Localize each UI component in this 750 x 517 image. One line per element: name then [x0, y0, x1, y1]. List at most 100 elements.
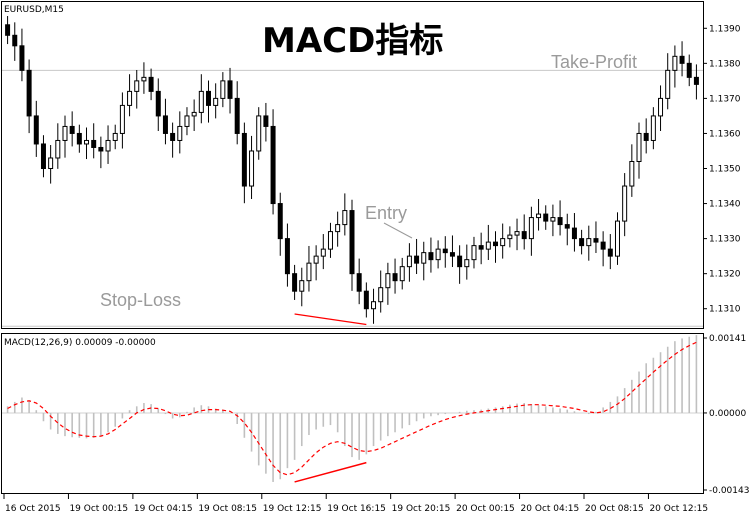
candle-body	[112, 132, 118, 141]
candle-body	[449, 252, 455, 257]
indicator-label: MACD(12,26,9) 0.00009 -0.00000	[4, 338, 156, 348]
time-tick-label: 19 Oct 00:15	[69, 504, 128, 514]
candle-body	[12, 34, 18, 47]
time-tick-label: 20 Oct 08:15	[585, 504, 644, 514]
candle-body	[40, 143, 46, 170]
price-panel-border	[1, 1, 704, 329]
candle-body	[543, 213, 549, 222]
candle-body	[571, 227, 577, 240]
candle-body	[91, 139, 97, 148]
macd-divergence-line	[294, 461, 367, 483]
candle-body	[213, 97, 219, 106]
candle-body	[471, 245, 477, 261]
candle-body	[607, 248, 613, 257]
price-tick-label: 1.1310	[709, 305, 741, 315]
candle-body	[26, 69, 32, 117]
candle-body	[119, 104, 125, 134]
candle-body	[622, 185, 628, 222]
macd-axis: 0.00141 0.00000 -0.00143	[703, 334, 749, 496]
time-tick-label: 16 Oct 2015	[5, 504, 61, 514]
candle-body	[356, 273, 362, 292]
candle-body	[378, 287, 384, 303]
candle-body	[148, 76, 154, 92]
candle-body	[421, 252, 427, 264]
candle-body	[33, 115, 39, 145]
candle-body	[299, 280, 305, 292]
time-tick-label: 20 Oct 12:15	[649, 504, 708, 514]
candle-body	[191, 111, 197, 117]
candle-body	[177, 125, 183, 141]
candle-body	[256, 115, 262, 152]
time-tick-label: 19 Oct 04:15	[134, 504, 193, 514]
candle-body	[84, 139, 90, 145]
candle-body	[19, 45, 25, 71]
price-tick-label: 1.1370	[709, 94, 741, 104]
candle-body	[349, 210, 355, 275]
candle-body	[170, 132, 176, 141]
candle-body	[62, 125, 68, 141]
candle-body	[162, 115, 168, 134]
candle-body	[76, 132, 82, 145]
candle-body	[249, 150, 255, 187]
time-tick-label: 20 Oct 00:15	[456, 504, 515, 514]
candle-body	[650, 115, 656, 141]
macd-tick-label: 0.00000	[709, 409, 746, 419]
candle-body	[536, 213, 542, 219]
candle-body	[500, 238, 506, 247]
time-tick-label: 19 Oct 08:15	[198, 504, 257, 514]
candle-body	[629, 160, 635, 187]
price-divergence-line	[294, 313, 367, 326]
candle-body	[205, 90, 211, 106]
price-tick-label: 1.1340	[709, 200, 741, 210]
candle-body	[292, 273, 298, 292]
candle-body	[435, 248, 441, 261]
candle-body	[392, 273, 398, 282]
entry-label: Entry	[365, 203, 407, 223]
candle-body	[69, 125, 75, 134]
candle-body	[399, 266, 405, 282]
candle-body	[227, 80, 233, 99]
candle-body	[464, 259, 470, 268]
candle-body	[493, 241, 499, 247]
candle-body	[457, 255, 463, 268]
time-tick-label: 19 Oct 16:15	[327, 504, 386, 514]
candle-body	[220, 80, 226, 99]
price-tick-label: 1.1380	[709, 59, 741, 69]
candle-body	[521, 231, 527, 240]
candle-body	[134, 80, 140, 92]
candle-body	[686, 62, 692, 78]
candle-body	[127, 90, 133, 106]
candle-body	[428, 252, 434, 261]
candle-body	[593, 238, 599, 243]
candle-body	[234, 97, 240, 134]
time-tick-label: 19 Oct 20:15	[392, 504, 451, 514]
candle-body	[363, 290, 369, 310]
candle-body	[277, 203, 283, 240]
candle-body	[155, 90, 161, 117]
candle-body	[5, 24, 11, 36]
macd-histogram	[6, 335, 698, 482]
candle-body	[198, 90, 204, 113]
candle-body	[48, 157, 54, 170]
take-profit-label: Take-Profit	[551, 52, 637, 72]
price-tick-label: 1.1330	[709, 235, 741, 245]
macd-tick-label: -0.00143	[709, 486, 749, 496]
candle-body	[306, 262, 312, 282]
candle-body	[658, 97, 664, 117]
candle-body	[270, 125, 276, 205]
candle-body	[406, 255, 412, 268]
candle-body	[665, 69, 671, 99]
symbol-label: EURUSD,M15	[4, 5, 64, 15]
candle-body	[313, 255, 319, 264]
candle-body	[693, 76, 699, 85]
candle-body	[241, 132, 247, 187]
candle-body	[320, 248, 326, 257]
candle-body	[184, 115, 190, 127]
candles-group	[5, 16, 699, 324]
candle-body	[600, 241, 606, 250]
candle-body	[485, 241, 491, 250]
candle-body	[327, 231, 333, 250]
candle-body	[263, 115, 269, 127]
